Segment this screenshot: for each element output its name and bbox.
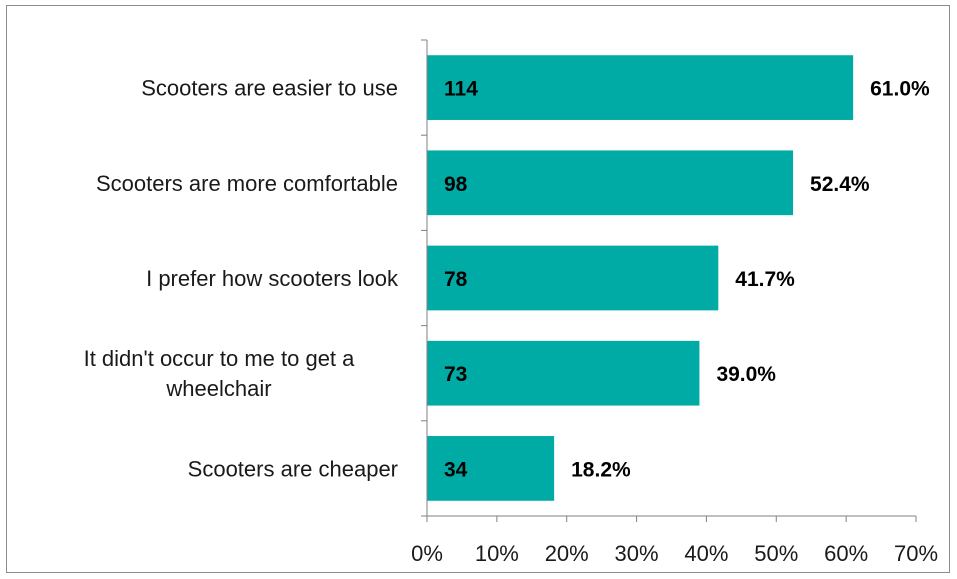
count-label: 73 [444, 363, 467, 386]
x-tick-label: 30% [615, 541, 659, 566]
category-label: Scooters are more comfortable [96, 171, 398, 196]
value-label: 39.0% [716, 363, 776, 386]
value-label: 18.2% [571, 458, 631, 481]
x-tick-label: 60% [824, 541, 868, 566]
x-tick-label: 10% [475, 541, 519, 566]
category-label: Scooters are cheaper [188, 456, 398, 481]
category-label: wheelchair [165, 376, 271, 401]
count-label: 98 [444, 173, 468, 196]
value-label: 41.7% [735, 268, 795, 291]
count-label: 114 [444, 78, 478, 101]
bar [427, 150, 794, 216]
bar [427, 340, 700, 406]
x-tick-label: 20% [545, 541, 589, 566]
bar [427, 436, 555, 501]
x-tick-label: 50% [754, 541, 798, 566]
bar [427, 245, 719, 311]
count-label: 34 [444, 458, 468, 481]
value-label: 52.4% [810, 173, 870, 196]
category-label: Scooters are easier to use [141, 76, 398, 101]
count-label: 78 [444, 268, 468, 291]
x-tick-label: 70% [894, 541, 938, 566]
x-tick-label: 40% [684, 541, 728, 566]
category-label: It didn't occur to me to get a [84, 346, 356, 371]
bar [427, 55, 854, 120]
category-label: I prefer how scooters look [146, 266, 399, 291]
value-label: 61.0% [870, 78, 930, 101]
x-tick-label: 0% [411, 541, 443, 566]
